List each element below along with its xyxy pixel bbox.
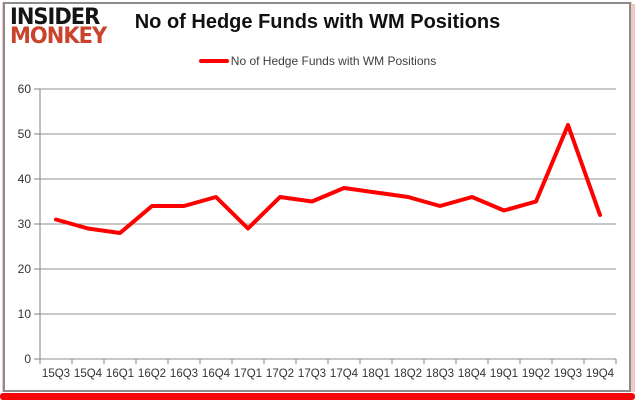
x-tick-label: 18Q3	[426, 368, 454, 380]
x-tick-label: 15Q3	[42, 368, 70, 380]
x-tick-label: 18Q4	[458, 368, 487, 380]
x-tick-label: 16Q4	[202, 368, 231, 380]
x-tick-label: 15Q4	[74, 368, 103, 380]
x-tick-label: 19Q2	[522, 368, 550, 380]
bottom-red-bar	[0, 393, 635, 400]
y-tick-label: 40	[18, 172, 32, 186]
y-tick-label: 30	[18, 217, 32, 231]
legend: No of Hedge Funds with WM Positions	[0, 54, 635, 68]
y-tick-label: 0	[24, 352, 31, 366]
data-line-series	[54, 123, 602, 235]
x-tick-label: 19Q4	[586, 368, 615, 380]
insider-monkey-logo: INSIDER MONKEY	[10, 3, 107, 49]
logo-text-monkey: MONKEY	[10, 23, 107, 49]
legend-label: No of Hedge Funds with WM Positions	[230, 54, 437, 68]
y-tick-label: 60	[18, 82, 32, 96]
x-tick-label: 18Q1	[362, 368, 390, 380]
legend-line-marker	[198, 59, 229, 63]
chart-title: No of Hedge Funds with WM Positions	[134, 11, 501, 33]
x-tick-label: 16Q1	[106, 368, 134, 380]
x-tick-label: 19Q1	[490, 368, 518, 380]
x-tick-label: 17Q4	[330, 368, 359, 380]
x-tick-label: 16Q3	[170, 368, 198, 380]
right-pink-edge	[632, 4, 635, 392]
y-tick-label: 10	[18, 307, 32, 321]
x-tick-label: 16Q2	[138, 368, 166, 380]
x-tick-label: 19Q3	[554, 368, 582, 380]
x-tick-label: 17Q3	[298, 368, 326, 380]
logo-text-insider: INSIDER	[10, 3, 100, 30]
chart-frame	[3, 2, 631, 392]
x-tick-label: 17Q1	[234, 368, 262, 380]
y-tick-label: 50	[18, 127, 32, 141]
x-tick-label: 18Q2	[394, 368, 422, 380]
y-tick-label: 20	[18, 262, 32, 276]
x-tick-label: 17Q2	[266, 368, 294, 380]
